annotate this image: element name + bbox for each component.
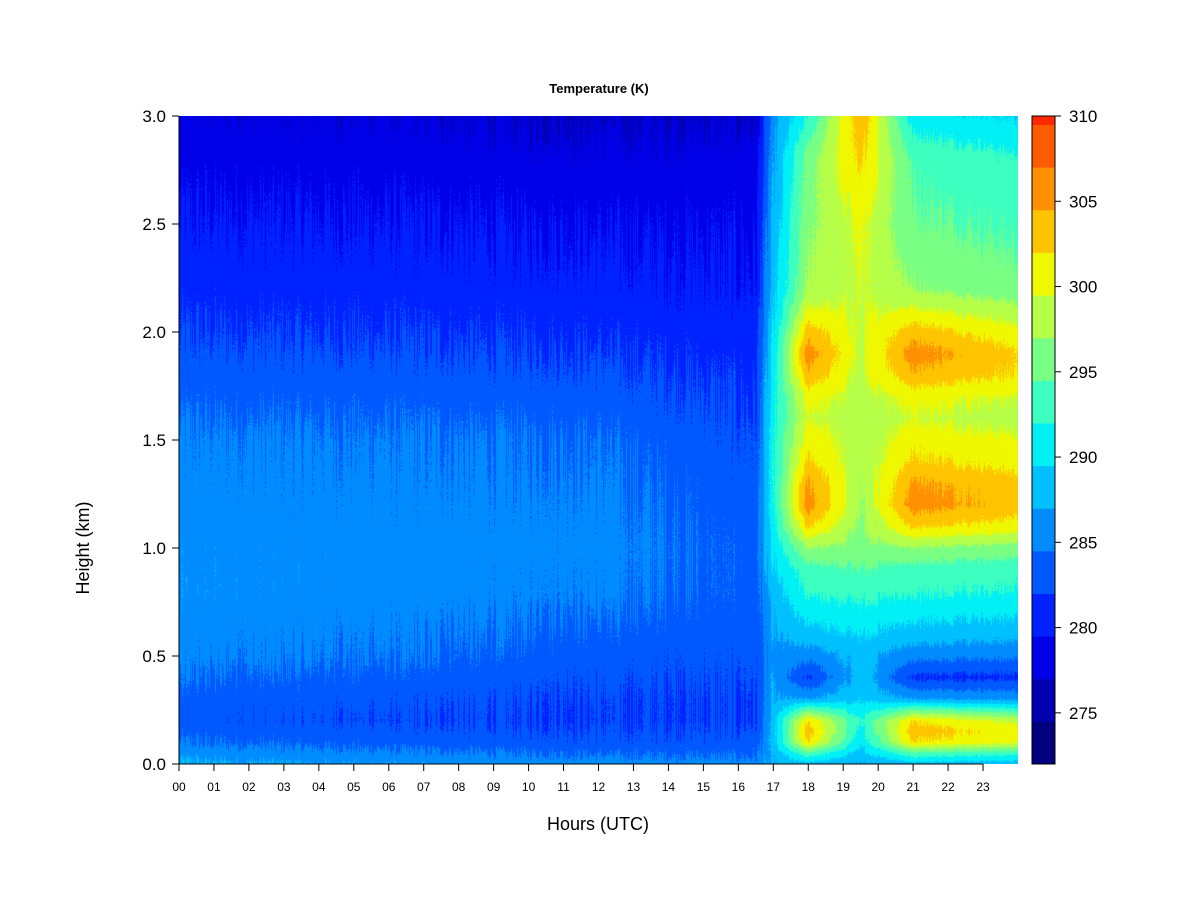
colorbar-swatch [1032, 116, 1055, 126]
x-tick-label: 12 [592, 780, 606, 794]
x-tick-label: 11 [557, 780, 570, 794]
colorbar-swatch [1032, 295, 1055, 339]
colorbar-frame [1031, 115, 1056, 765]
colorbar-swatch [1032, 593, 1055, 637]
x-tick-label: 06 [382, 780, 396, 794]
colorbar-tick-label: 290 [1069, 448, 1097, 467]
colorbar-tick-label: 310 [1069, 107, 1097, 126]
colorbar-swatch [1032, 550, 1055, 594]
colorbar-tick-label: 300 [1069, 278, 1097, 297]
colorbar-swatch [1032, 422, 1055, 467]
y-tick-label: 0.0 [142, 755, 166, 774]
x-tick-label: 03 [277, 780, 291, 794]
x-tick-label: 05 [347, 780, 361, 794]
x-tick-label: 02 [242, 780, 256, 794]
colorbar-swatch [1032, 636, 1055, 680]
x-tick-label: 08 [452, 780, 466, 794]
axes: 0.0 0.5 1.0 1.5 2.0 2.5 3.0 00 01 02 03 04 05 06 07 08 0… [142, 107, 990, 794]
x-tick-label: 13 [627, 780, 641, 794]
x-tick-label: 10 [522, 780, 536, 794]
colorbar-swatch [1032, 721, 1055, 765]
x-tick-label: 23 [976, 780, 990, 794]
colorbar-swatch [1032, 508, 1055, 552]
heatmap-image [179, 116, 1018, 764]
colorbar-tick-label: 305 [1069, 192, 1097, 211]
x-tick-label: 14 [662, 780, 676, 794]
x-tick-label: 07 [417, 780, 431, 794]
colorbar-swatch [1032, 337, 1055, 381]
x-tick-label: 20 [871, 780, 885, 794]
colorbar-swatch [1032, 678, 1055, 722]
colorbar-swatch [1032, 209, 1055, 253]
heatmap-plot-area [179, 116, 1018, 764]
y-tick-label: 2.0 [142, 323, 166, 342]
x-tick-label: 16 [732, 780, 746, 794]
y-tick-label: 0.5 [142, 647, 166, 666]
x-tick-label: 22 [941, 780, 955, 794]
x-axis-label: Hours (UTC) [547, 814, 649, 834]
colorbar-swatch [1032, 380, 1055, 424]
colorbar-swatch [1032, 167, 1055, 211]
x-tick-label: 17 [767, 780, 781, 794]
y-tick-label: 2.5 [142, 215, 166, 234]
x-tick-label: 21 [906, 780, 920, 794]
x-tick-label: 15 [697, 780, 711, 794]
colorbar-swatch [1032, 465, 1055, 509]
colorbar-tick-label: 280 [1069, 619, 1097, 638]
y-axis-label: Height (km) [73, 501, 93, 594]
colorbar-tick-label: 285 [1069, 533, 1097, 552]
x-tick-label: 18 [802, 780, 816, 794]
colorbar-swatch [1032, 252, 1055, 296]
colorbar-tick-label: 295 [1069, 363, 1097, 382]
x-tick-label: 00 [172, 780, 186, 794]
x-tick-label: 04 [312, 780, 326, 794]
x-tick-label: 01 [207, 780, 221, 794]
colorbar-tick-label: 275 [1069, 704, 1097, 723]
chart-title: Temperature (K) [549, 81, 648, 96]
x-tick-label: 09 [487, 780, 501, 794]
colorbar-swatch [1032, 124, 1055, 168]
y-tick-label: 1.0 [142, 539, 166, 558]
y-tick-label: 1.5 [142, 431, 166, 450]
y-tick-label: 3.0 [142, 107, 166, 126]
colorbar: 275 280 285 290 295 300 305 310 [1031, 107, 1097, 765]
x-tick-label: 19 [837, 780, 851, 794]
